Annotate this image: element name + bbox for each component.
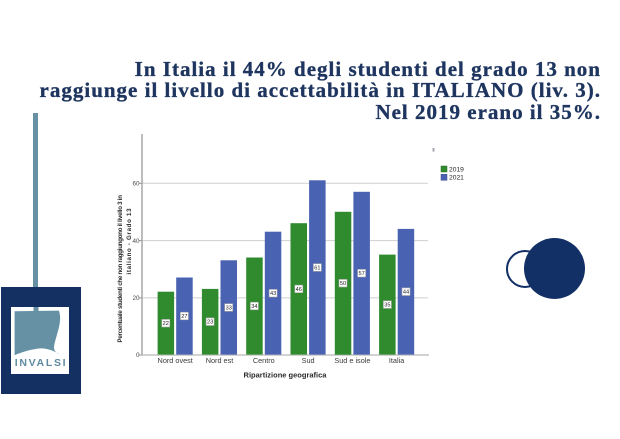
svg-text:61: 61 <box>314 266 320 272</box>
svg-text:Percentuale studenti che non r: Percentuale studenti che non raggiungono… <box>117 194 133 343</box>
svg-text:Nord ovest: Nord ovest <box>158 356 193 365</box>
svg-text:0: 0 <box>136 352 140 359</box>
svg-text:Sud: Sud <box>302 356 315 365</box>
svg-text:46: 46 <box>296 287 302 293</box>
svg-text:40: 40 <box>132 238 140 245</box>
svg-text:43: 43 <box>270 291 276 297</box>
svg-text:33: 33 <box>226 306 232 312</box>
svg-text:Sud e isole: Sud e isole <box>334 356 370 365</box>
svg-text:Nord est: Nord est <box>206 356 234 365</box>
svg-text:57: 57 <box>358 271 364 277</box>
svg-text:Italia: Italia <box>389 356 405 365</box>
svg-text:Ripartizione geografica: Ripartizione geografica <box>244 371 328 380</box>
svg-text:27: 27 <box>181 314 187 320</box>
svg-text:Centro: Centro <box>253 356 275 365</box>
svg-text:23: 23 <box>207 320 213 326</box>
svg-text:2021: 2021 <box>449 175 464 182</box>
svg-text:35: 35 <box>384 303 390 309</box>
svg-text:44: 44 <box>403 290 409 296</box>
svg-text:22: 22 <box>163 321 169 327</box>
svg-text:34: 34 <box>251 304 257 310</box>
svg-text:50: 50 <box>340 281 346 287</box>
svg-text:2019: 2019 <box>449 166 464 173</box>
svg-text:20: 20 <box>132 295 140 302</box>
svg-text:60: 60 <box>132 181 140 188</box>
